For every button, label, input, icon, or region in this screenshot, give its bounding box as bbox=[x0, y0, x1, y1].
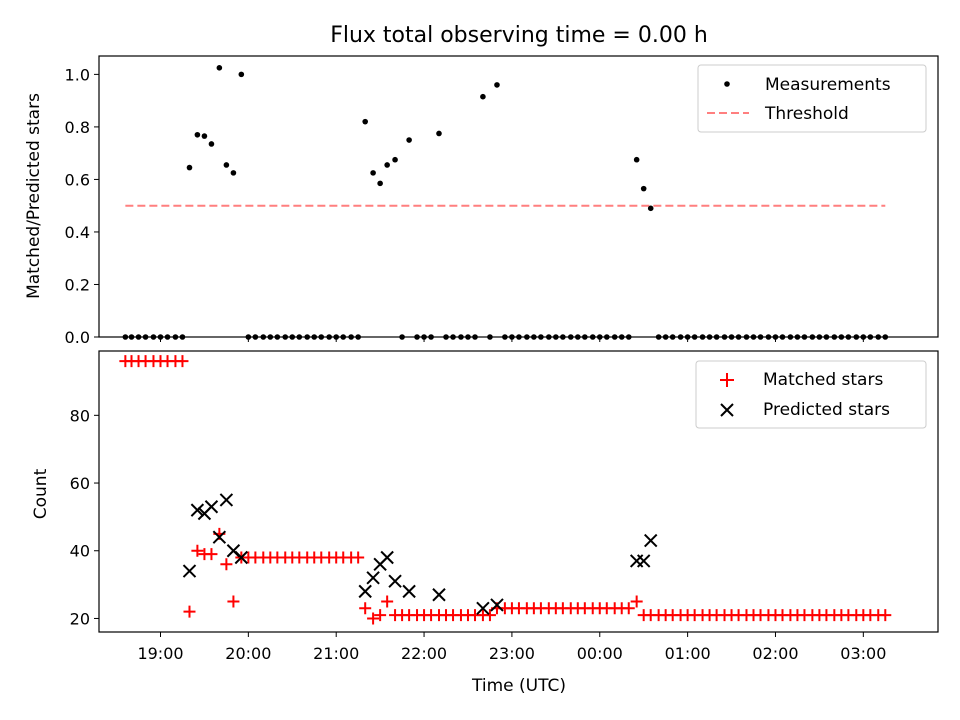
top-y-ticks: 0.0 0.2 0.4 0.6 0.8 1.0 bbox=[65, 65, 99, 347]
matched-star-point bbox=[381, 595, 394, 608]
measurement-point bbox=[436, 130, 442, 137]
legend-matched-label: Matched stars bbox=[763, 370, 883, 390]
matched-star-point bbox=[205, 548, 218, 561]
bottom-x-tick-label: 02:00 bbox=[752, 644, 798, 663]
bottom-y-tick-label: 60 bbox=[70, 474, 90, 493]
predicted-star-point bbox=[204, 500, 219, 514]
bottom-x-tick-label: 19:00 bbox=[137, 644, 183, 663]
predicted-star-point bbox=[380, 550, 394, 565]
matched-star-point bbox=[227, 595, 240, 608]
measurement-point bbox=[647, 205, 654, 212]
predicted-star-point bbox=[432, 588, 446, 602]
bottom-x-tick-label: 03:00 bbox=[840, 644, 886, 663]
predicted-star-point bbox=[234, 550, 249, 565]
bottom-x-tick-label: 23:00 bbox=[489, 644, 535, 663]
measurement-point bbox=[406, 137, 412, 143]
matched-star-point bbox=[191, 544, 204, 557]
matched-star-point bbox=[220, 558, 233, 571]
bottom-y-tick-label: 40 bbox=[70, 542, 90, 561]
bottom-marks bbox=[119, 355, 892, 625]
legend-threshold-label: Threshold bbox=[764, 104, 849, 124]
bottom-x-tick-label: 21:00 bbox=[313, 644, 359, 663]
predicted-star-point bbox=[212, 530, 227, 544]
top-y-tick-label: 0.4 bbox=[65, 223, 90, 242]
chart-title: Flux total observing time = 0.00 h bbox=[330, 23, 708, 48]
top-y-axis-label: Matched/Predicted stars bbox=[24, 93, 44, 299]
measurement-point bbox=[377, 180, 383, 187]
measurement-point bbox=[201, 133, 208, 139]
matched-star-point bbox=[483, 609, 496, 622]
matched-star-point bbox=[879, 609, 892, 622]
top-y-tick-label: 0.8 bbox=[65, 118, 90, 137]
predicted-star-point bbox=[219, 493, 234, 507]
predicted-star-point bbox=[366, 571, 380, 585]
star-count-panel: 20 40 60 80 19:00 20:00 21:00 22:00 23:00 00:00 0… bbox=[31, 350, 939, 696]
top-y-tick-label: 0.0 bbox=[65, 328, 90, 347]
top-axes-frame bbox=[98, 55, 939, 338]
bottom-x-ticks: 19:00 20:00 21:00 22:00 23:00 00:00 01:00 02:00… bbox=[137, 632, 886, 663]
matched-star-point bbox=[176, 355, 189, 368]
bottom-y-tick-label: 20 bbox=[70, 609, 90, 628]
measurement-point bbox=[633, 156, 640, 163]
bottom-y-ticks: 20 40 60 80 bbox=[70, 406, 99, 628]
flux-ratio-panel: 0.0 0.2 0.4 0.6 0.8 1.0 Matched/Predicted sta… bbox=[24, 55, 939, 347]
legend-predicted-label: Predicted stars bbox=[763, 400, 890, 420]
predicted-star-point bbox=[644, 533, 658, 548]
measurement-point bbox=[230, 170, 237, 176]
top-x-ticks bbox=[159, 337, 864, 342]
predicted-star-point bbox=[490, 598, 504, 612]
bottom-x-tick-label: 22:00 bbox=[401, 644, 447, 663]
matched-star-point bbox=[367, 612, 380, 625]
measurement-point bbox=[494, 82, 500, 88]
bottom-x-tick-label: 00:00 bbox=[577, 644, 623, 663]
legend-measurements-label: Measurements bbox=[765, 75, 891, 95]
predicted-star-point bbox=[476, 601, 490, 616]
bottom-y-tick-label: 80 bbox=[70, 406, 90, 425]
predicted-star-point bbox=[358, 584, 372, 599]
matched-star-point bbox=[622, 602, 635, 615]
top-marks bbox=[122, 65, 889, 340]
bottom-x-tick-label: 01:00 bbox=[665, 644, 711, 663]
bottom-axes-frame bbox=[98, 350, 939, 633]
measurement-point bbox=[362, 118, 368, 125]
top-y-tick-label: 0.6 bbox=[65, 170, 90, 189]
legend-matched-marker bbox=[720, 373, 734, 387]
measurement-point bbox=[194, 131, 201, 138]
legend-measurements-marker bbox=[724, 81, 730, 87]
x-axis-label: Time (UTC) bbox=[471, 676, 566, 696]
matched-star-point bbox=[630, 595, 643, 608]
measurement-point bbox=[186, 164, 193, 171]
legend-predicted-marker bbox=[720, 403, 734, 417]
matched-star-point bbox=[374, 609, 387, 622]
bottom-x-tick-label: 20:00 bbox=[225, 644, 271, 663]
predicted-star-point bbox=[402, 584, 416, 599]
predicted-star-point bbox=[636, 554, 651, 568]
matched-star-point bbox=[183, 605, 196, 618]
bottom-legend-box bbox=[695, 360, 927, 429]
measurement-point bbox=[223, 162, 230, 168]
top-y-tick-label: 1.0 bbox=[65, 65, 90, 84]
measurement-point bbox=[238, 71, 245, 78]
predicted-star-point bbox=[182, 564, 197, 578]
bottom-legend: Matched stars Predicted stars bbox=[695, 360, 927, 429]
measurement-point bbox=[480, 93, 486, 100]
measurement-point bbox=[640, 185, 647, 192]
measurement-point bbox=[370, 170, 376, 176]
measurement-point bbox=[392, 156, 398, 163]
measurement-point bbox=[216, 65, 223, 71]
measurement-point bbox=[208, 141, 215, 147]
measurement-point bbox=[384, 162, 390, 168]
bottom-y-axis-label: Count bbox=[31, 468, 51, 519]
matched-star-point bbox=[352, 551, 365, 564]
top-legend: Measurements Threshold bbox=[697, 64, 927, 133]
top-y-tick-label: 0.2 bbox=[65, 275, 90, 294]
predicted-star-point bbox=[388, 574, 402, 588]
predicted-star-point bbox=[190, 503, 205, 517]
top-legend-box bbox=[697, 64, 927, 133]
matched-star-point bbox=[359, 602, 372, 615]
